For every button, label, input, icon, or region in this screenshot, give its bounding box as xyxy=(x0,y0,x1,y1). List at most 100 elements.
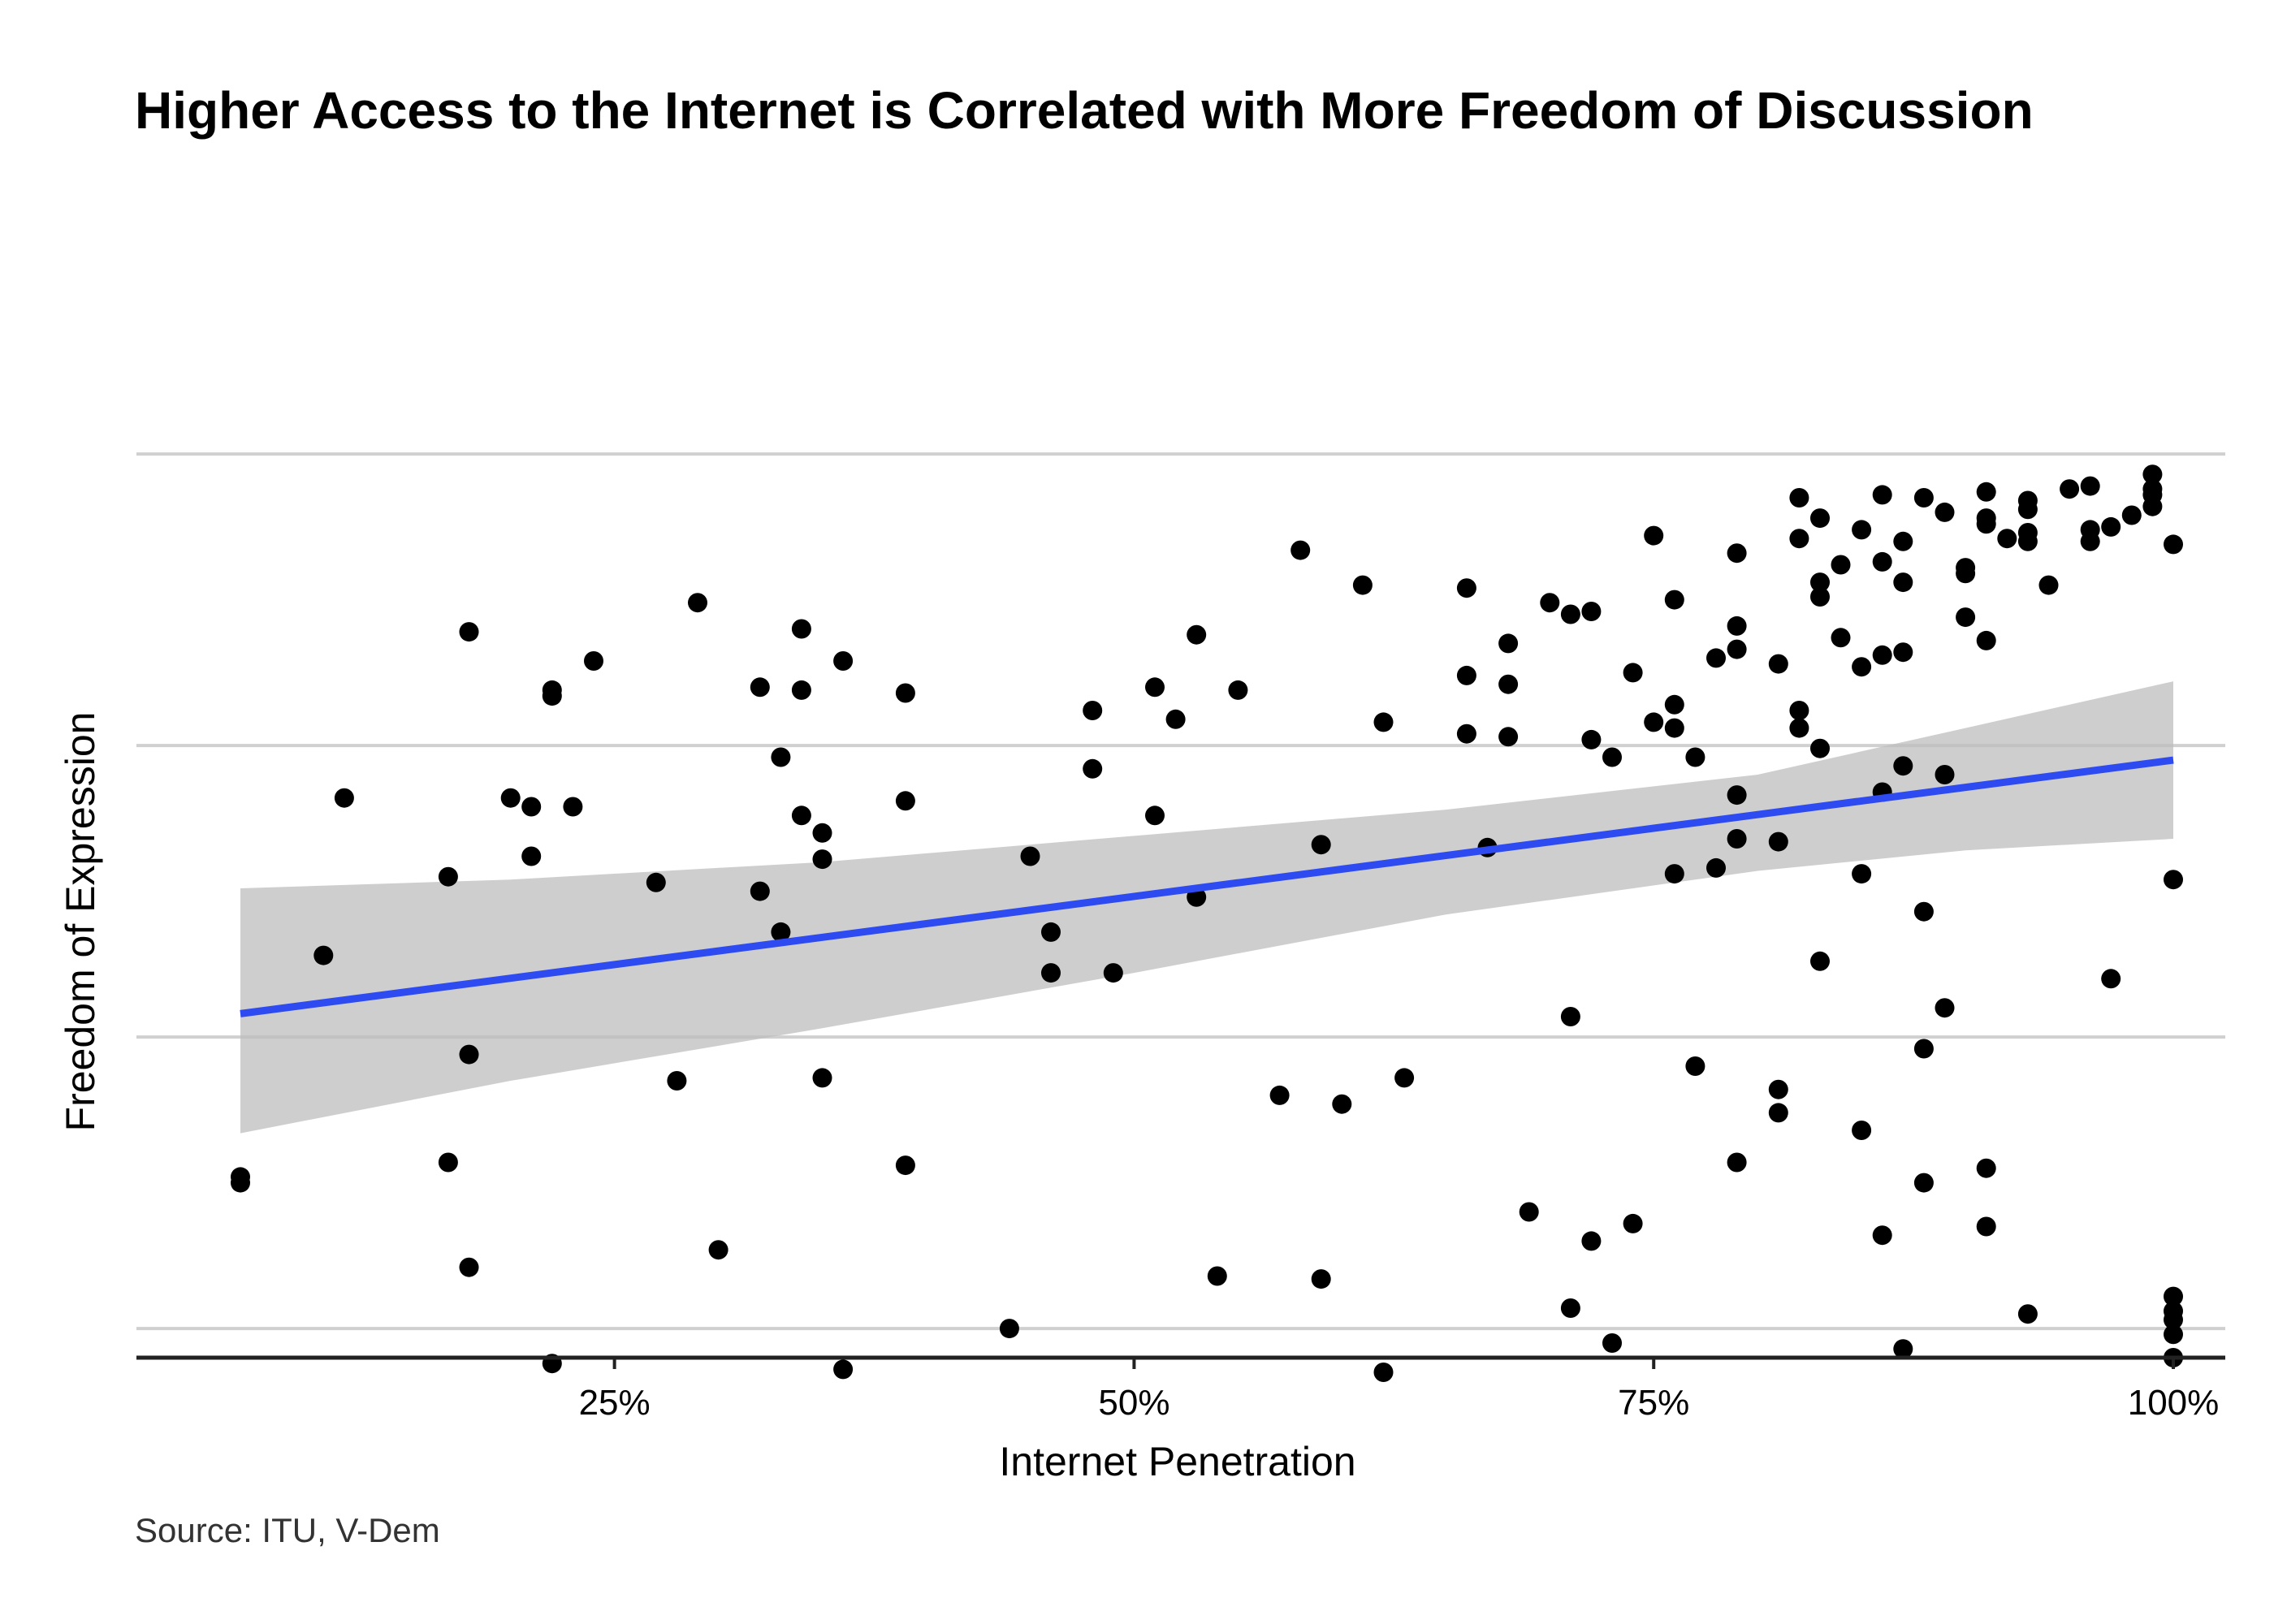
data-point-29 xyxy=(812,849,832,870)
x-tick-label-3: 100% xyxy=(2128,1383,2220,1423)
data-point-105 xyxy=(1810,738,1830,758)
data-point-124 xyxy=(1913,901,1934,922)
data-point-109 xyxy=(1852,520,1872,540)
data-point-78 xyxy=(1644,525,1664,546)
data-point-135 xyxy=(1976,514,1996,534)
data-point-113 xyxy=(1872,485,1892,505)
data-point-97 xyxy=(1768,1079,1788,1099)
data-point-68 xyxy=(1560,604,1580,624)
data-point-59 xyxy=(1456,578,1476,598)
data-point-53 xyxy=(1311,835,1331,855)
data-point-138 xyxy=(1976,1216,1996,1237)
data-point-118 xyxy=(1893,531,1913,551)
data-point-83 xyxy=(1664,864,1684,884)
data-point-150 xyxy=(2101,516,2121,537)
data-point-102 xyxy=(1810,508,1830,529)
data-point-145 xyxy=(2038,575,2059,595)
chart-title: Higher Access to the Internet is Correla… xyxy=(135,81,2034,140)
data-point-71 xyxy=(1581,602,1602,621)
data-point-151 xyxy=(2101,969,2121,989)
data-point-31 xyxy=(833,651,854,671)
data-point-36 xyxy=(999,1319,1019,1339)
data-point-143 xyxy=(2017,531,2038,551)
data-point-33 xyxy=(895,683,915,703)
data-point-128 xyxy=(1935,765,1955,784)
data-point-129 xyxy=(1935,998,1955,1018)
data-point-133 xyxy=(1976,482,1996,502)
data-point-84 xyxy=(1685,747,1706,767)
data-point-28 xyxy=(812,823,832,843)
data-point-111 xyxy=(1852,864,1872,884)
data-point-147 xyxy=(2080,476,2100,496)
source-caption: Source: ITU, V-Dem xyxy=(135,1511,440,1549)
data-point-93 xyxy=(1727,1152,1747,1173)
data-point-125 xyxy=(1913,1039,1934,1059)
data-point-91 xyxy=(1727,785,1747,806)
data-point-139 xyxy=(1997,529,2017,549)
data-point-100 xyxy=(1789,701,1809,720)
trend-line xyxy=(240,756,2174,1017)
data-point-119 xyxy=(1893,572,1913,593)
data-point-115 xyxy=(1872,645,1892,665)
data-point-127 xyxy=(1935,502,1955,522)
data-point-136 xyxy=(1976,630,1996,650)
data-point-43 xyxy=(1145,677,1165,698)
data-point-101 xyxy=(1789,718,1809,738)
x-tick-label-2: 75% xyxy=(1618,1383,1689,1423)
data-point-60 xyxy=(1456,665,1476,685)
data-point-42 xyxy=(1103,963,1123,983)
data-point-4 xyxy=(438,866,458,887)
data-point-149 xyxy=(2080,531,2100,551)
data-point-123 xyxy=(1913,488,1934,508)
data-point-161 xyxy=(2164,1310,2183,1330)
data-point-40 xyxy=(1083,701,1103,720)
data-point-20 xyxy=(708,1240,728,1260)
data-point-117 xyxy=(1872,1225,1892,1246)
data-point-16 xyxy=(584,651,603,671)
data-point-159 xyxy=(2164,1286,2183,1307)
data-point-1 xyxy=(231,1173,250,1193)
data-point-50 xyxy=(1269,1085,1290,1105)
data-point-41 xyxy=(1083,758,1103,779)
data-point-6 xyxy=(459,622,479,642)
data-point-15 xyxy=(563,797,583,817)
data-point-137 xyxy=(1976,1158,1996,1178)
data-point-70 xyxy=(1560,1298,1580,1318)
data-point-75 xyxy=(1602,1333,1622,1353)
data-point-64 xyxy=(1498,674,1519,694)
data-point-11 xyxy=(521,846,542,866)
data-point-152 xyxy=(2121,505,2142,525)
data-point-108 xyxy=(1831,628,1851,648)
data-point-45 xyxy=(1165,709,1186,729)
x-tick-label-1: 50% xyxy=(1098,1383,1169,1423)
data-point-27 xyxy=(791,806,811,826)
data-point-21 xyxy=(750,677,770,698)
data-point-24 xyxy=(771,922,791,942)
data-point-82 xyxy=(1664,718,1684,738)
data-point-39 xyxy=(1041,963,1061,983)
data-point-85 xyxy=(1685,1056,1706,1076)
data-point-69 xyxy=(1560,1007,1580,1026)
data-point-56 xyxy=(1373,712,1394,732)
data-point-38 xyxy=(1041,922,1061,942)
data-point-112 xyxy=(1852,1121,1872,1140)
data-point-67 xyxy=(1540,593,1560,613)
data-point-120 xyxy=(1893,642,1913,663)
data-point-48 xyxy=(1207,1266,1227,1286)
data-point-162 xyxy=(2164,1324,2183,1345)
data-point-17 xyxy=(646,872,666,892)
data-point-10 xyxy=(521,797,542,817)
data-point-25 xyxy=(791,619,811,639)
data-point-131 xyxy=(1956,564,1976,584)
data-point-49 xyxy=(1228,680,1248,700)
data-point-107 xyxy=(1831,555,1851,575)
data-point-8 xyxy=(459,1257,479,1277)
data-point-92 xyxy=(1727,829,1747,849)
data-point-52 xyxy=(1311,1269,1331,1289)
data-point-144 xyxy=(2017,1304,2038,1324)
data-point-26 xyxy=(791,680,811,700)
data-point-58 xyxy=(1394,1068,1415,1088)
data-point-132 xyxy=(1956,607,1976,628)
data-point-80 xyxy=(1664,590,1684,610)
data-point-110 xyxy=(1852,657,1872,677)
